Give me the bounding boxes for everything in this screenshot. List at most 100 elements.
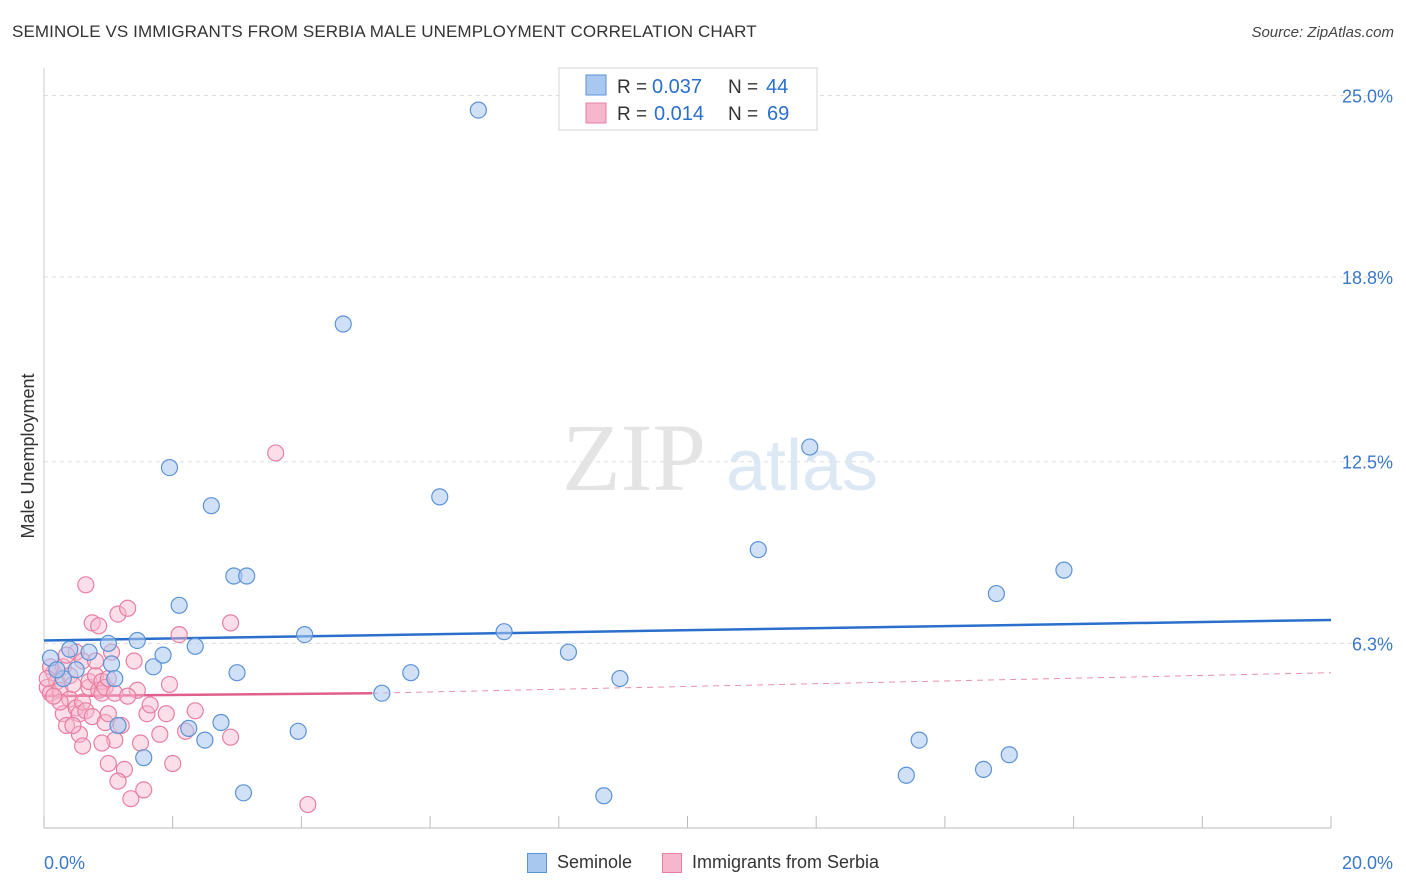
point-serbia [157,705,175,723]
point-seminole [595,787,613,805]
point-serbia [131,734,150,752]
legend-label-serbia: Immigrants from Serbia [691,852,880,872]
point-seminole [144,658,162,676]
x-tick-label-max: 20.0% [1342,853,1393,873]
source-note: Source: ZipAtlas.com [1251,24,1394,41]
legend-r-label-2: R = [617,104,647,125]
point-seminole [61,640,79,658]
point-seminole [102,655,121,673]
point-seminole [974,760,993,778]
point-serbia [122,790,140,808]
point-serbia [109,772,127,790]
seminole-swatch [526,852,547,873]
point-seminole [801,438,819,456]
point-serbia [99,705,117,723]
point-serbia [151,725,169,743]
point-seminole [154,646,172,664]
points-layer [38,101,1073,814]
point-seminole [228,664,246,682]
point-seminole [431,488,449,506]
point-seminole [80,643,98,661]
y-tick-label: 12.5% [1342,453,1393,473]
chart-title: SEMINOLE VS IMMIGRANTS FROM SERBIA MALE … [12,22,757,41]
point-serbia [64,716,82,735]
point-serbia [86,667,105,685]
point-seminole [212,713,230,732]
axes-layer: 6.3% 12.5% 18.8% 25.0% [43,68,1393,829]
watermark-atlas: atlas [726,426,878,506]
point-seminole [202,497,220,515]
serbia-swatch [661,852,682,873]
grid-layer [44,94,1393,644]
point-seminole [334,315,352,333]
point-seminole [238,567,256,585]
point-seminole [296,626,314,644]
point-serbia [77,702,95,720]
y-tick-label: 25.0% [1342,86,1393,106]
point-serbia [128,681,146,699]
point-seminole [1055,561,1073,579]
point-serbia [125,652,143,670]
point-serbia [267,444,285,462]
point-serbia [74,693,92,711]
legend-n-label-1: N = [728,77,758,98]
point-seminole [128,631,146,650]
point-seminole [373,684,391,702]
point-seminole [469,101,487,119]
legend-n-value-1: 44 [766,76,788,98]
point-serbia [45,687,63,705]
point-seminole [234,784,253,802]
point-seminole [611,669,629,688]
point-serbia [90,617,108,635]
legend-item-serbia: Immigrants from Serbia [661,852,880,873]
point-seminole [135,749,153,767]
point-seminole [910,731,928,749]
point-serbia [138,705,156,723]
trend-layer [43,618,1332,698]
point-serbia [109,605,127,623]
point-serbia [57,716,76,735]
point-seminole [106,669,124,688]
point-serbia [160,675,179,694]
x-tick-label-min: 0.0% [44,853,85,873]
point-seminole [196,731,214,749]
point-seminole [160,458,179,477]
point-serbia [119,599,137,617]
legend-swatch-serbia [585,102,607,124]
point-seminole [495,623,513,641]
point-serbia [222,614,240,632]
point-seminole [186,637,204,655]
legend-r-value-1: 0.037 [652,76,702,98]
legend-n-value-2: 69 [767,103,789,125]
point-seminole [749,541,767,559]
point-seminole [559,643,578,661]
point-serbia [135,781,153,799]
legend-r-value-2: 0.014 [654,103,704,125]
legend-swatch-seminole [585,74,607,96]
y-tick-label: 18.8% [1342,268,1393,288]
point-serbia [164,754,182,773]
point-serbia [186,702,204,720]
trendline-seminole [43,618,1332,642]
y-tick-label: 6.3% [1352,634,1393,654]
point-seminole [987,584,1005,603]
point-seminole [48,661,66,679]
point-serbia [119,687,137,705]
legend-r-label-1: R = [617,77,647,98]
point-seminole [99,634,117,652]
point-serbia [61,690,79,708]
point-serbia [99,754,117,773]
watermark-zip: ZIP [562,404,706,511]
stats-legend: R = 0.037 N = 44 R = 0.014 N = 69 [558,67,818,131]
legend-n-label-2: N = [728,104,758,125]
point-serbia [74,737,92,755]
point-serbia [222,728,240,746]
point-seminole [109,716,127,735]
point-serbia [299,795,317,814]
point-seminole [67,661,85,679]
point-seminole [897,766,915,784]
point-seminole [1000,746,1018,764]
point-seminole [180,719,198,737]
point-serbia [93,734,111,752]
